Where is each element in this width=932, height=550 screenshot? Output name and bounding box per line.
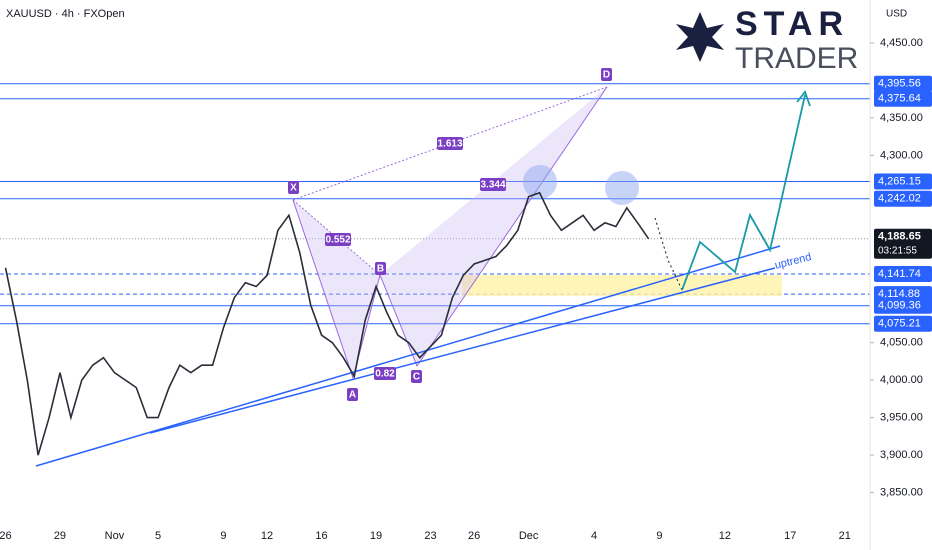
level-tag [874,315,932,332]
x-tick-label: 29 [54,530,66,542]
level-label: 4,242.02 [878,193,921,205]
x-tick-label: 12 [719,530,731,542]
level-label: 4,141.74 [878,268,921,280]
x-tick-label: 23 [424,530,436,542]
logo-top: STAR [735,5,849,43]
ratio-label: 3.344 [480,180,505,191]
x-tick-label: 26 [0,530,12,542]
x-tick-label: 12 [261,530,273,542]
y-tick-label: 4,300.00 [880,149,923,161]
level-label: 4,375.64 [878,93,921,105]
x-tick-label: 9 [220,530,226,542]
projection-path [681,94,806,291]
pattern-xab [293,200,380,378]
projection-arrow [796,90,811,107]
level-tag [874,297,932,314]
y-tick-label: 4,050.00 [880,337,923,349]
level-label: 4,395.56 [878,78,921,90]
x-tick-label: 9 [656,530,662,542]
level-tag [874,90,932,107]
pattern-labels: X A B C D 0.552 1.613 3.344 0.82 [288,68,612,401]
level-label: 4,265.15 [878,175,921,187]
last-price-label: 4,188.65 [878,231,921,243]
highlight [605,171,639,205]
y-tick-label: 4,450.00 [880,37,923,49]
level-tag [874,265,932,282]
trendline [149,267,776,434]
y-tick-label: 3,900.00 [880,449,923,461]
y-tick-label: 4,350.00 [880,112,923,124]
y-tick-label: 4,000.00 [880,374,923,386]
level-tag [874,190,932,207]
level-tag [874,75,932,92]
logo: STAR TRADER [676,5,858,75]
pattern-bcd [380,87,607,366]
point-label: B [377,264,384,275]
currency: USD [886,9,907,20]
point-label: X [290,183,297,194]
x-tick-label: 26 [468,530,480,542]
y-tick-label: 3,850.00 [880,486,923,498]
trend-label: uptrend [774,251,813,272]
logo-bottom: TRADER [735,42,858,75]
highlight [523,165,557,199]
price-line [4,191,650,456]
last-price-tag [874,228,932,259]
ratio-label: 0.82 [375,369,395,380]
level-label: 4,099.36 [878,300,921,312]
level-label: 4,075.21 [878,318,921,330]
level-label: 4,114.88 [878,288,920,300]
x-tick-label: 5 [155,530,161,542]
x-tick-label: Nov [105,530,125,542]
y-tick-label: 3,950.00 [880,412,923,424]
point-label: C [413,372,420,383]
projection-dots [654,217,683,291]
x-tick-label: Dec [519,530,539,542]
x-tick-label: 21 [839,530,851,542]
x-tick-label: 17 [784,530,796,542]
ratio-label: 0.552 [325,235,350,246]
countdown: 03:21:55 [878,245,917,256]
x-tick-label: 16 [315,530,327,542]
trendline [35,245,781,467]
chart-title: XAUUSD · 4h · FXOpen [6,8,125,20]
point-label: D [603,70,610,81]
x-tick-label: 4 [591,530,597,542]
x-tick-label: 19 [370,530,382,542]
ratio-label: 1.613 [437,139,462,150]
support-zone [462,275,782,296]
level-tag [874,173,932,190]
point-label: A [349,390,356,401]
